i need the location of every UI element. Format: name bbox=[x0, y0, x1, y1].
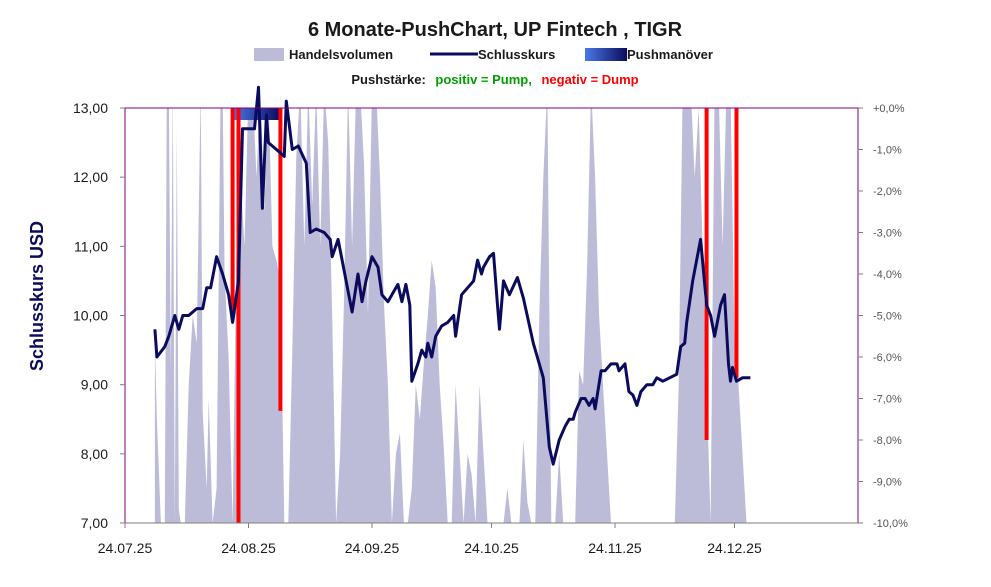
y-tick-left-0: 7,00 bbox=[81, 515, 108, 531]
y-tick-left-2: 9,00 bbox=[81, 377, 108, 393]
push-strength-legend: Pushstärke: positiv = Pump, negativ = Du… bbox=[351, 72, 638, 87]
y-tick-right-2: -8,0% bbox=[873, 435, 902, 447]
x-tick-0: 24.07.25 bbox=[98, 540, 153, 556]
y-tick-right-5: -5,0% bbox=[873, 311, 902, 323]
push-strength-negative: negativ = Dump bbox=[541, 72, 638, 87]
x-tick-1: 24.08.25 bbox=[221, 540, 276, 556]
y-tick-right-3: -7,0% bbox=[873, 394, 902, 406]
push-bar-3 bbox=[704, 108, 709, 440]
x-axis-ticks: 24.07.25 24.08.25 24.09.25 24.10.25 24.11.25… bbox=[98, 523, 762, 556]
legend-push-swatch bbox=[585, 48, 627, 61]
push-strength-positive: positiv = Pump, bbox=[435, 72, 531, 87]
y-axis-left-ticks: 7,00 8,00 9,00 10,00 11,00 12,00 13,00 bbox=[73, 100, 125, 531]
volume-area-layer bbox=[154, 108, 751, 523]
close-line-layer bbox=[153, 85, 751, 466]
legend-volume-swatch bbox=[254, 48, 284, 61]
y-tick-left-6: 13,00 bbox=[73, 100, 108, 116]
legend: Handelsvolumen Schlusskurs Pushmanöver bbox=[254, 47, 713, 62]
push-bar-0 bbox=[230, 108, 235, 320]
y-tick-left-5: 12,00 bbox=[73, 169, 108, 185]
y-axis-label: Schlusskurs USD bbox=[27, 221, 47, 371]
x-tick-3: 24.10.25 bbox=[464, 540, 519, 556]
x-tick-5: 24.12.25 bbox=[707, 540, 762, 556]
chart-title: 6 Monate-PushChart, UP Fintech , TIGR bbox=[308, 19, 683, 41]
x-tick-4: 24.11.25 bbox=[588, 540, 642, 556]
y-tick-left-4: 11,00 bbox=[74, 238, 108, 254]
legend-volume-label: Handelsvolumen bbox=[289, 47, 393, 62]
close-price-line bbox=[153, 85, 751, 466]
push-strength-prefix: Pushstärke: bbox=[351, 72, 425, 87]
y-tick-right-10: +0,0% bbox=[873, 103, 905, 115]
y-tick-right-4: -6,0% bbox=[873, 352, 902, 364]
push-bar-1 bbox=[236, 108, 241, 523]
y-tick-left-3: 10,00 bbox=[73, 308, 108, 324]
volume-area bbox=[154, 108, 751, 523]
y-tick-right-0: -10,0% bbox=[873, 518, 908, 530]
y-tick-right-8: -2,0% bbox=[873, 186, 902, 198]
y-tick-right-1: -9,0% bbox=[873, 477, 902, 489]
y-tick-right-6: -4,0% bbox=[873, 269, 902, 281]
x-tick-2: 24.09.25 bbox=[345, 540, 400, 556]
push-bar-2 bbox=[278, 108, 283, 411]
legend-push-label: Pushmanöver bbox=[627, 47, 713, 62]
y-tick-right-9: -1,0% bbox=[873, 145, 902, 157]
y-axis-right-ticks: -10,0% -9,0% -8,0% -7,0% -6,0% -5,0% -4,0% -3,0… bbox=[858, 103, 908, 530]
legend-close-label: Schlusskurs bbox=[478, 47, 555, 62]
y-tick-left-1: 8,00 bbox=[81, 446, 108, 462]
push-bar-layer bbox=[230, 108, 739, 523]
push-bar-4 bbox=[734, 108, 739, 378]
y-tick-right-7: -3,0% bbox=[873, 228, 902, 240]
